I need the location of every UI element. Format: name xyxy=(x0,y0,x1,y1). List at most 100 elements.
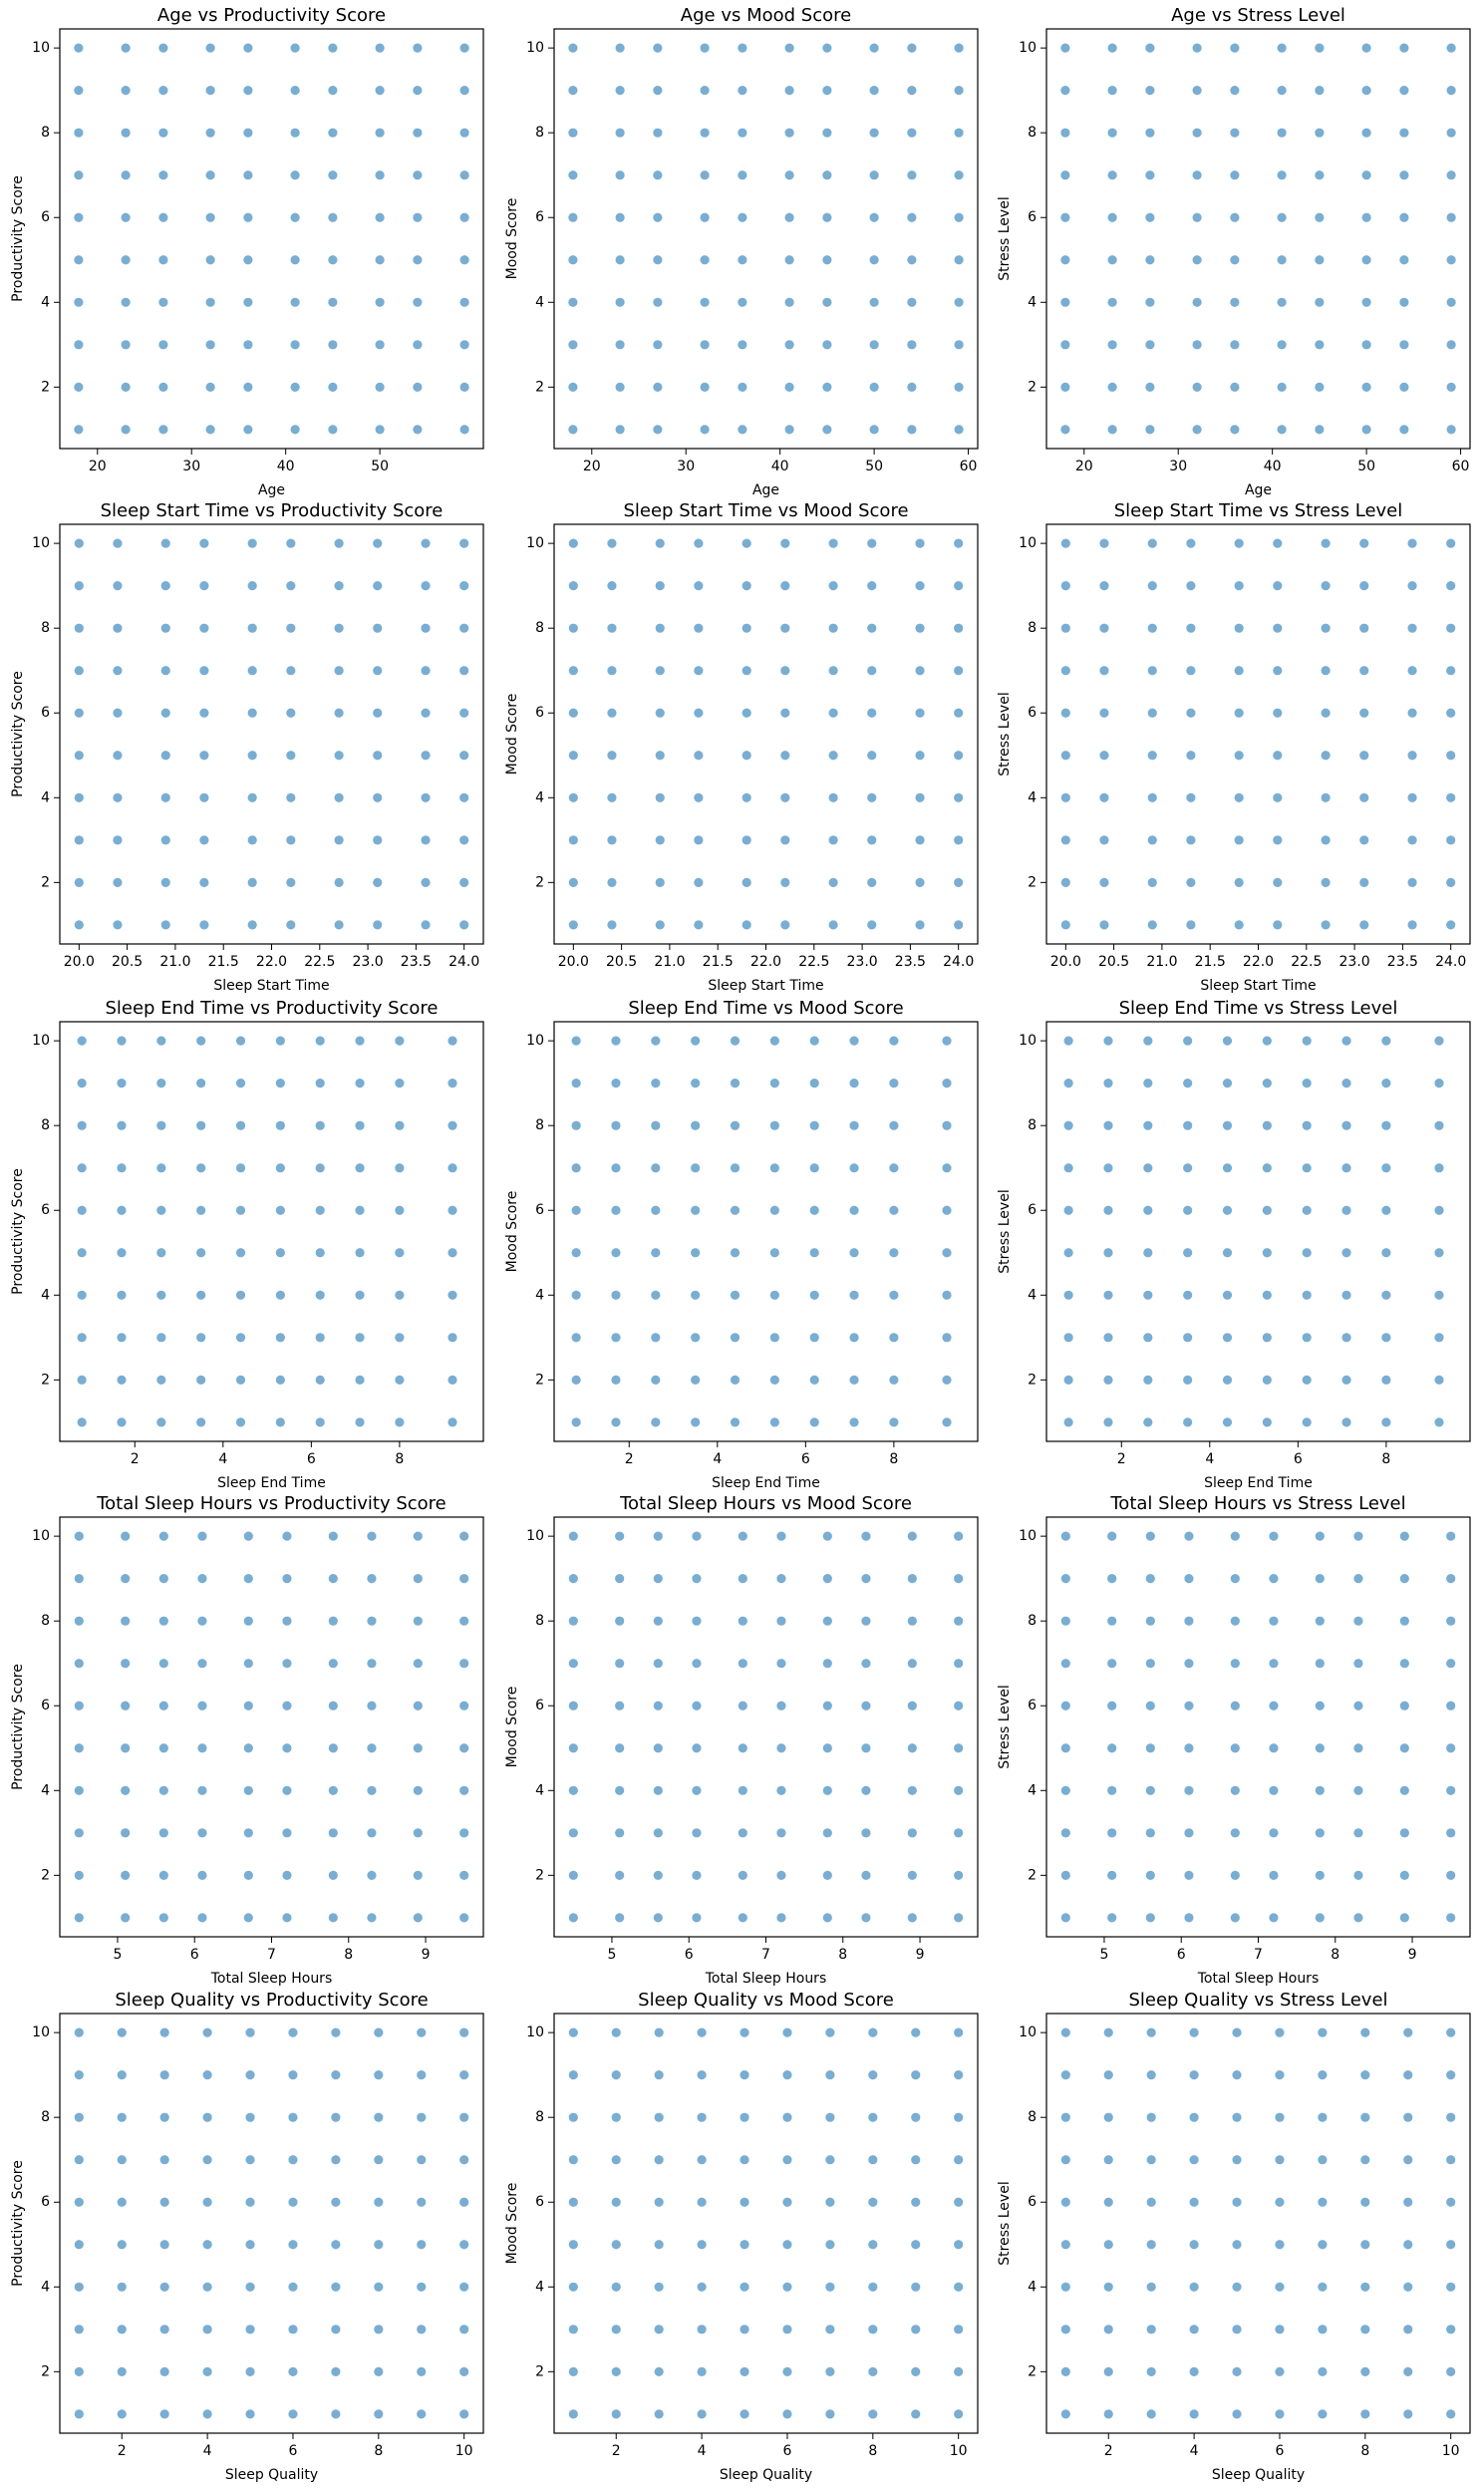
point xyxy=(1191,85,1203,97)
point xyxy=(821,1742,833,1754)
point xyxy=(116,2154,128,2166)
point xyxy=(910,2365,922,2377)
point xyxy=(866,622,878,634)
point xyxy=(953,381,965,393)
axes-frame xyxy=(59,28,484,450)
point xyxy=(606,537,618,549)
point xyxy=(420,876,432,888)
x-tick-label: 21.5 xyxy=(1195,954,1226,970)
point xyxy=(73,2324,85,2335)
point xyxy=(652,1742,664,1754)
point xyxy=(941,1374,953,1386)
point xyxy=(458,339,470,351)
point xyxy=(827,665,839,677)
point xyxy=(1182,1078,1194,1089)
point xyxy=(567,1912,579,1924)
point xyxy=(775,1827,787,1839)
point xyxy=(1398,339,1410,351)
point xyxy=(1231,2324,1243,2335)
point xyxy=(157,339,169,351)
point xyxy=(287,2324,299,2335)
point xyxy=(1276,127,1288,139)
point xyxy=(781,2026,793,2038)
point xyxy=(1317,2365,1329,2377)
point xyxy=(1380,1374,1392,1386)
point xyxy=(373,2069,385,2081)
axes-frame xyxy=(59,2013,484,2434)
x-tick-label: 10 xyxy=(1442,2443,1460,2459)
x-tick-label: 8 xyxy=(395,1451,404,1467)
point xyxy=(281,1700,293,1711)
point xyxy=(860,1869,872,1881)
point xyxy=(196,1530,208,1542)
point xyxy=(1098,580,1110,592)
point xyxy=(953,2408,965,2420)
point xyxy=(1185,622,1197,634)
point xyxy=(1106,1742,1118,1754)
point xyxy=(614,1742,626,1754)
point xyxy=(412,1530,424,1542)
point xyxy=(120,1573,132,1585)
point xyxy=(653,2069,665,2081)
point xyxy=(1445,254,1457,266)
point xyxy=(1142,1332,1154,1344)
point xyxy=(1188,2239,1200,2251)
point xyxy=(458,2408,470,2420)
point xyxy=(1102,2365,1114,2377)
point xyxy=(116,1204,128,1216)
point xyxy=(1106,424,1118,436)
y-tick-label: 4 xyxy=(535,294,544,310)
point xyxy=(1272,707,1284,719)
point xyxy=(1272,537,1284,549)
point xyxy=(1274,2196,1286,2208)
point xyxy=(1183,1615,1195,1627)
x-tick-label: 22.0 xyxy=(256,954,287,970)
point xyxy=(910,2154,922,2166)
point xyxy=(1276,296,1288,308)
point xyxy=(158,2408,170,2420)
y-axis-label: Stress Level xyxy=(997,1685,1013,1768)
point xyxy=(1144,339,1156,351)
point xyxy=(1301,1078,1313,1089)
point xyxy=(1360,169,1372,181)
point xyxy=(120,296,132,308)
point xyxy=(458,622,470,634)
point xyxy=(1402,2281,1414,2293)
point xyxy=(868,169,880,181)
point xyxy=(1233,750,1245,762)
point xyxy=(730,1204,741,1216)
point xyxy=(610,1119,622,1131)
point xyxy=(1445,381,1457,393)
point xyxy=(1191,127,1203,139)
x-tick-label: 20 xyxy=(89,459,107,474)
point xyxy=(1191,296,1203,308)
point xyxy=(242,1784,254,1796)
point xyxy=(775,1869,787,1881)
x-tick-label: 6 xyxy=(1294,1451,1303,1467)
x-tick-label: 4 xyxy=(713,1451,722,1467)
chart-title: Sleep End Time vs Mood Score xyxy=(628,998,903,1019)
point xyxy=(1222,1416,1233,1428)
point xyxy=(204,296,216,308)
y-tick-label: 10 xyxy=(1019,535,1037,551)
point xyxy=(868,127,880,139)
point xyxy=(696,2196,708,2208)
y-tick-label: 4 xyxy=(535,1287,544,1303)
x-tick-label: 23.5 xyxy=(895,954,926,970)
point xyxy=(116,1247,128,1259)
point xyxy=(120,1869,132,1881)
point xyxy=(860,1827,872,1839)
point xyxy=(1314,1615,1326,1627)
x-tick-label: 22.0 xyxy=(750,954,781,970)
x-tick-label: 21.0 xyxy=(654,954,685,970)
point xyxy=(1360,296,1372,308)
point xyxy=(739,2111,750,2123)
x-axis-label: Sleep Start Time xyxy=(708,978,823,994)
point xyxy=(691,1912,703,1924)
point xyxy=(373,2365,385,2377)
point xyxy=(1106,1869,1118,1881)
point xyxy=(1188,2154,1200,2166)
point xyxy=(73,791,85,803)
point xyxy=(1222,1035,1233,1047)
point xyxy=(821,42,833,54)
